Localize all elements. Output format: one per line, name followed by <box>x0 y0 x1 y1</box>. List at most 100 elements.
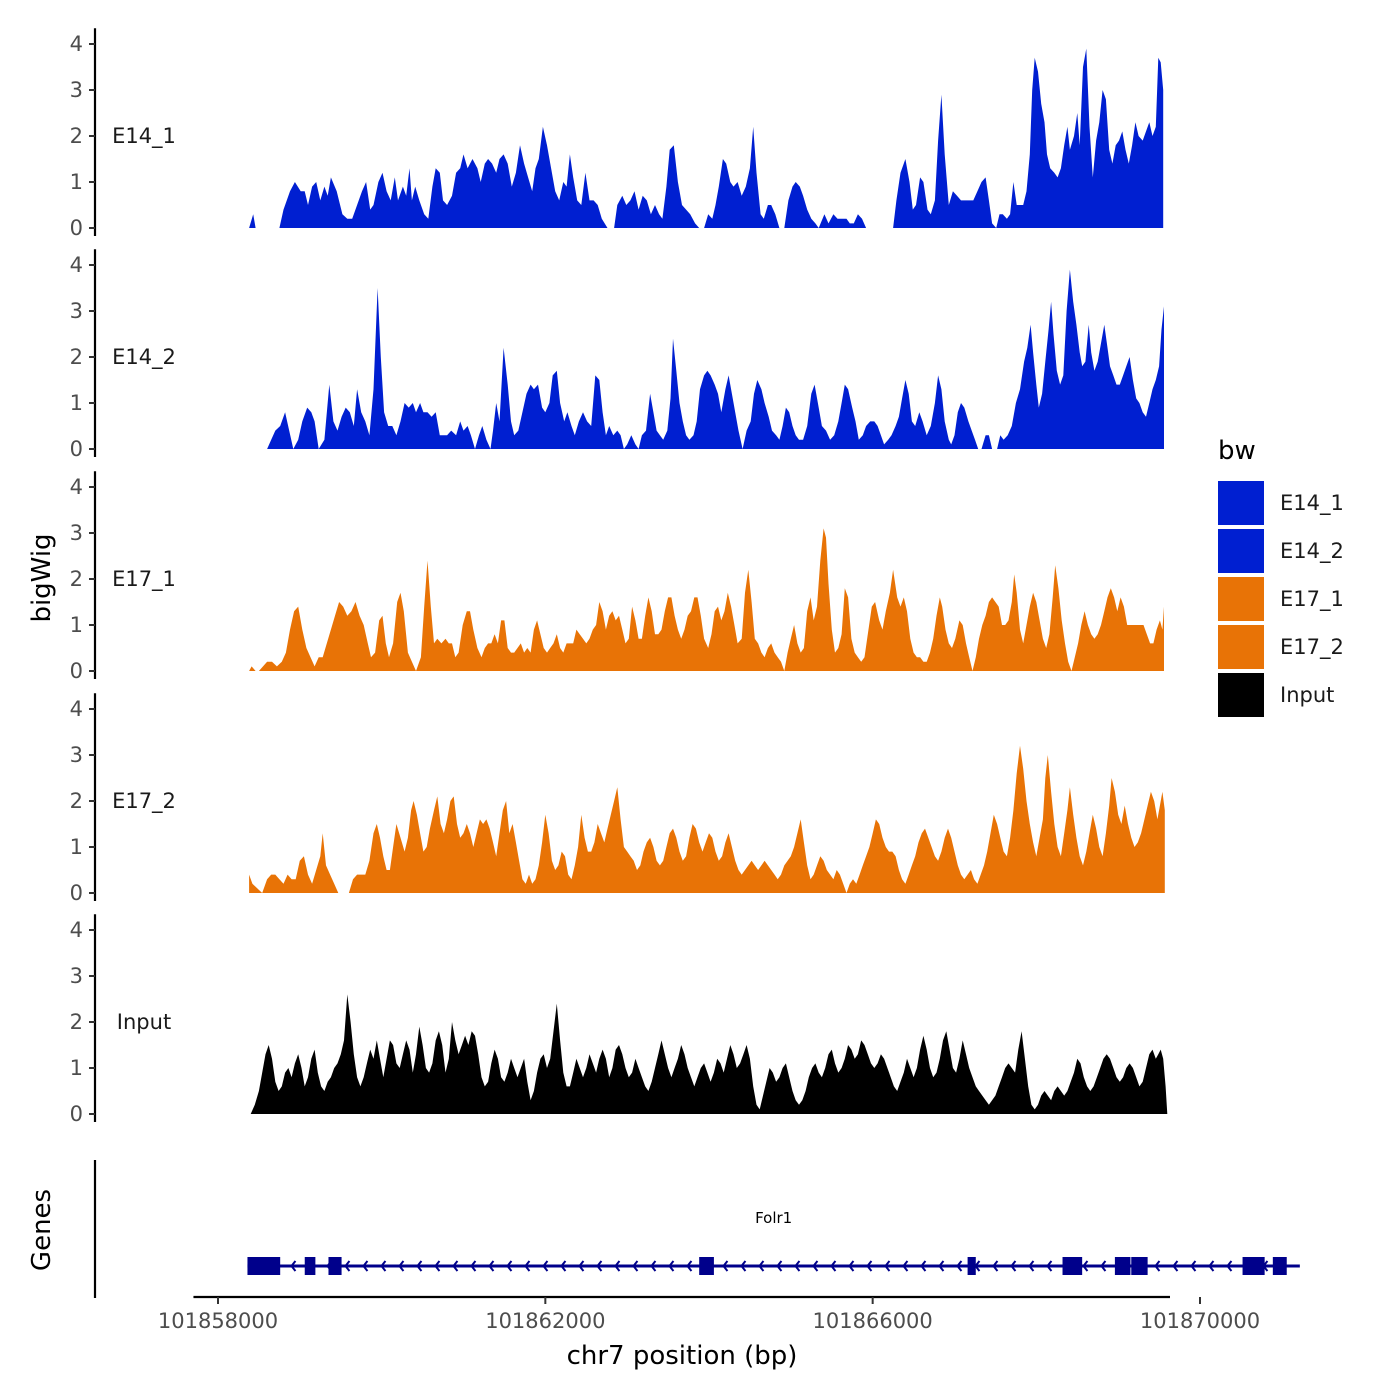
coverage-area-E17_2 <box>249 745 1165 893</box>
strand-chevron <box>902 1260 909 1272</box>
legend-title: bw <box>1218 436 1256 466</box>
strand-chevron <box>920 1260 927 1272</box>
legend-item-E17_1: E17_1 <box>1218 577 1344 621</box>
track-label: E17_2 <box>112 789 176 814</box>
strand-chevron <box>452 1260 459 1272</box>
strand-chevron <box>380 1260 387 1272</box>
y-tick-label: 3 <box>70 521 83 545</box>
y-tick-label: 1 <box>70 170 83 194</box>
strand-chevron <box>1226 1260 1233 1272</box>
track-E17_2: 0 1 2 3 4 E17_2 <box>70 693 1165 905</box>
strand-chevron <box>506 1260 513 1272</box>
strand-chevron <box>776 1260 783 1272</box>
strand-chevron <box>542 1260 549 1272</box>
y-tick-label: 1 <box>70 613 83 637</box>
strand-chevron <box>1154 1260 1161 1272</box>
strand-chevron <box>758 1260 765 1272</box>
strand-chevron <box>290 1260 297 1272</box>
legend-label: Input <box>1280 683 1334 707</box>
strand-chevron <box>812 1260 819 1272</box>
x-tick-label: 101870000 <box>1140 1309 1260 1333</box>
y-tick-label: 4 <box>70 253 83 277</box>
legend: bw E14_1 E14_2 E17_1 E17_2 Input <box>1218 436 1344 717</box>
gene-exon <box>328 1257 342 1275</box>
strand-chevron <box>524 1260 531 1272</box>
y-tick-label: 2 <box>70 567 83 591</box>
y-tick-label: 0 <box>70 659 83 683</box>
strand-chevron <box>614 1260 621 1272</box>
gene-exon <box>247 1257 281 1275</box>
legend-item-E14_1: E14_1 <box>1218 481 1344 525</box>
strand-chevron <box>722 1260 729 1272</box>
strand-chevron <box>794 1260 801 1272</box>
legend-swatch <box>1218 673 1264 717</box>
strand-chevron <box>488 1260 495 1272</box>
strand-chevron <box>650 1260 657 1272</box>
gene-Folr1: Folr1 <box>247 1209 1300 1275</box>
strand-chevron <box>884 1260 891 1272</box>
legend-swatch <box>1218 577 1264 621</box>
x-axis: 101858000 101862000 101866000 101870000 <box>158 1295 1260 1333</box>
gene-exon <box>1114 1257 1131 1275</box>
strand-chevron <box>596 1260 603 1272</box>
coverage-area-Input <box>250 994 1168 1114</box>
x-tick-label: 101862000 <box>485 1309 605 1333</box>
gene-exon <box>699 1257 714 1275</box>
legend-swatch <box>1218 529 1264 573</box>
strand-chevron <box>470 1260 477 1272</box>
strand-chevron <box>1082 1260 1089 1272</box>
strand-chevron <box>1208 1260 1215 1272</box>
gene-track: Folr1 <box>93 1160 1300 1298</box>
legend-swatch <box>1218 481 1264 525</box>
legend-item-E14_2: E14_2 <box>1218 529 1344 573</box>
track-label: E14_2 <box>112 345 176 370</box>
gene-exon <box>1272 1257 1287 1275</box>
y-tick-label: 0 <box>70 216 83 240</box>
y-tick-label: 4 <box>70 697 83 721</box>
track-label: Input <box>117 1010 171 1034</box>
y-tick-label: 2 <box>70 789 83 813</box>
coverage-area-E14_1 <box>249 48 1164 228</box>
strand-chevron <box>740 1260 747 1272</box>
track-E17_1: 0 1 2 3 4 E17_1 <box>70 471 1165 683</box>
strand-chevron <box>344 1260 351 1272</box>
track-Input: 0 1 2 3 4 Input <box>70 914 1168 1126</box>
y-tick-label: 0 <box>70 437 83 461</box>
strand-chevron <box>866 1260 873 1272</box>
strand-chevron <box>848 1260 855 1272</box>
gene-exon <box>1062 1257 1083 1275</box>
y-tick-label: 3 <box>70 743 83 767</box>
strand-chevron <box>1028 1260 1035 1272</box>
y-axis-title: bigWig <box>27 533 57 622</box>
strand-chevron <box>1010 1260 1017 1272</box>
y-tick-label: 0 <box>70 1102 83 1126</box>
track-label: E17_1 <box>112 567 176 592</box>
gene-name-label: Folr1 <box>755 1209 792 1227</box>
gene-exon <box>1131 1257 1148 1275</box>
strand-chevron <box>398 1260 405 1272</box>
strand-chevron <box>1100 1260 1107 1272</box>
legend-label: E14_2 <box>1280 539 1344 564</box>
y-tick-label: 1 <box>70 1056 83 1080</box>
coverage-area-E14_2 <box>267 269 1165 449</box>
strand-chevron <box>632 1260 639 1272</box>
y-tick-label: 1 <box>70 391 83 415</box>
legend-item-E17_2: E17_2 <box>1218 625 1344 669</box>
strand-chevron <box>560 1260 567 1272</box>
strand-chevron <box>1190 1260 1197 1272</box>
gene-exon <box>1242 1257 1265 1275</box>
strand-chevron <box>434 1260 441 1272</box>
strand-chevron <box>362 1260 369 1272</box>
strand-chevron <box>578 1260 585 1272</box>
gene-exon <box>304 1257 316 1275</box>
x-tick-label: 101858000 <box>158 1309 278 1333</box>
legend-label: E17_2 <box>1280 635 1344 660</box>
strand-chevron <box>686 1260 693 1272</box>
strand-chevron <box>668 1260 675 1272</box>
y-tick-label: 1 <box>70 835 83 859</box>
y-tick-label: 2 <box>70 1010 83 1034</box>
y-tick-label: 0 <box>70 881 83 905</box>
y-tick-label: 2 <box>70 124 83 148</box>
strand-chevron <box>956 1260 963 1272</box>
